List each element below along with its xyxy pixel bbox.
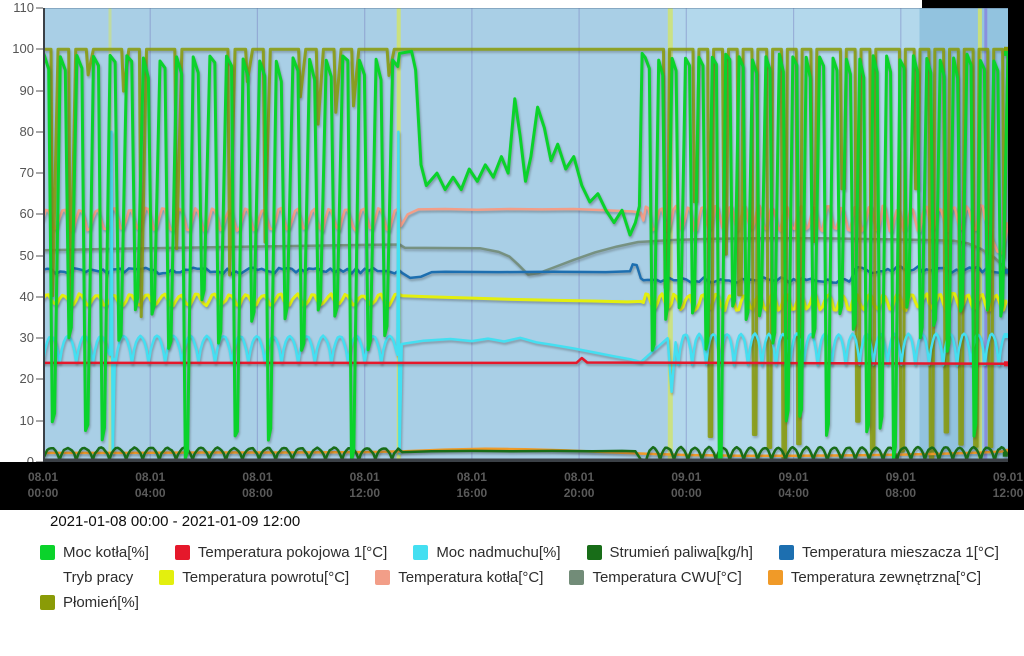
legend-item-strumien-paliwa[interactable]: Strumień paliwa[kg/h] <box>586 544 753 561</box>
y-axis-tick <box>36 130 43 133</box>
legend-swatch-temp-kotla <box>375 570 391 585</box>
legend-label: Moc nadmuchu[%] <box>436 544 561 561</box>
page-background-bottom <box>0 462 1024 510</box>
y-axis-label: 50 <box>19 247 34 263</box>
series-moc-kotla <box>43 49 1008 462</box>
legend-label: Tryb pracy <box>63 569 134 586</box>
legend-row: Tryb pracy Temperatura powrotu[°C] Tempera… <box>40 569 1000 586</box>
y-axis-label: 40 <box>19 288 34 304</box>
y-axis-label: 100 <box>12 41 34 57</box>
legend-swatch-strumien-paliwa <box>586 545 602 560</box>
legend-label: Moc kotła[%] <box>63 544 149 561</box>
series-endpoint <box>1004 50 1008 56</box>
series-plomien <box>43 46 1008 462</box>
legend-label: Temperatura pokojowa 1[°C] <box>197 544 388 561</box>
y-axis-tick <box>36 378 43 381</box>
y-axis-label: 70 <box>19 165 34 181</box>
legend-swatch-temp-mieszacza-1 <box>778 545 794 560</box>
legend-swatch-temp-pokojowa-1 <box>174 545 190 560</box>
chart-plot-area[interactable] <box>43 8 1008 462</box>
legend-item-moc-nadmuchu[interactable]: Moc nadmuchu[%] <box>413 544 561 561</box>
page-background-right <box>1008 0 1024 462</box>
date-range-label: 2021-01-08 00:00 - 2021-01-09 12:00 <box>50 513 301 530</box>
legend-item-temp-zewnetrzna[interactable]: Temperatura zewnętrzna[°C] <box>767 569 982 586</box>
legend-item-temp-kotla[interactable]: Temperatura kotła[°C] <box>375 569 543 586</box>
legend-item-temp-cwu[interactable]: Temperatura CWU[°C] <box>569 569 742 586</box>
y-axis-label: 0 <box>0 454 34 470</box>
legend-item-plomien[interactable]: Płomień[%] <box>40 594 139 611</box>
y-axis-tick <box>36 89 43 92</box>
y-axis-line <box>43 8 45 462</box>
legend-item-tryb-pracy[interactable]: Tryb pracy <box>40 569 133 586</box>
y-axis-label: 30 <box>19 330 34 346</box>
legend-swatch-plomien <box>40 595 55 610</box>
y-axis-tick <box>36 172 43 175</box>
y-axis-label: 110 <box>13 0 34 15</box>
series-temp-pokojowa-1 <box>43 356 1008 367</box>
x-axis-label: 08.01 16:00 <box>456 470 488 500</box>
y-axis-tick <box>36 295 43 298</box>
x-axis-label: 08.01 12:00 <box>349 470 380 500</box>
legend-row: Płomień[%] <box>40 594 1000 611</box>
x-axis-label: 09.01 08:00 <box>885 470 917 500</box>
legend-swatch-tryb-pracy <box>40 570 55 585</box>
legend-swatch-temp-cwu <box>569 570 585 585</box>
y-axis-tick <box>36 337 43 340</box>
y-axis-label: 90 <box>19 82 34 98</box>
legend-swatch-moc-nadmuchu <box>413 545 429 560</box>
x-axis-line <box>43 458 1008 462</box>
x-axis-label: 09.01 12:00 <box>992 470 1024 500</box>
x-axis-label: 09.01 04:00 <box>778 470 809 500</box>
legend-item-temp-pokojowa-1[interactable]: Temperatura pokojowa 1[°C] <box>174 544 388 561</box>
series-endpoint <box>1003 333 1008 339</box>
y-axis-tick <box>36 48 43 51</box>
legend-item-temp-mieszacza-1[interactable]: Temperatura mieszacza 1[°C] <box>778 544 999 561</box>
legend: Moc kotła[%] Temperatura pokojowa 1[°C] Mo… <box>40 544 1000 619</box>
legend-row: Moc kotła[%] Temperatura pokojowa 1[°C] Mo… <box>40 544 1000 561</box>
legend-swatch-temp-powrotu <box>159 570 175 585</box>
series-endpoint <box>1004 268 1008 274</box>
legend-label: Płomień[%] <box>63 594 139 611</box>
x-axis-label: 08.01 00:00 <box>27 470 59 500</box>
x-axis-label: 08.01 04:00 <box>134 470 166 500</box>
page-background-topright <box>922 0 1024 8</box>
y-axis-tick <box>36 7 43 9</box>
legend-swatch-moc-kotla <box>40 545 55 560</box>
legend-label: Strumień paliwa[kg/h] <box>609 544 753 561</box>
y-axis-tick <box>36 419 43 422</box>
series-endpoint <box>1004 361 1008 367</box>
y-axis-label: 10 <box>19 412 34 428</box>
series-endpoint <box>1001 299 1007 305</box>
plot-top-border <box>43 8 1008 9</box>
y-axis-label: 60 <box>19 206 34 222</box>
series-endpoint <box>1002 451 1008 457</box>
x-axis-label: 08.01 08:00 <box>242 470 273 500</box>
series-endpoint <box>1004 46 1008 52</box>
legend-item-temp-powrotu[interactable]: Temperatura powrotu[°C] <box>159 569 349 586</box>
legend-label: Temperatura mieszacza 1[°C] <box>801 544 999 561</box>
legend-label: Temperatura CWU[°C] <box>592 569 742 586</box>
x-axis-label: 08.01 20:00 <box>563 470 595 500</box>
y-axis-label: 80 <box>19 123 34 139</box>
legend-label: Temperatura kotła[°C] <box>398 569 544 586</box>
legend-label: Temperatura powrotu[°C] <box>182 569 350 586</box>
chart-canvas[interactable] <box>43 8 1008 462</box>
y-axis-label: 20 <box>19 371 34 387</box>
legend-item-moc-kotla[interactable]: Moc kotła[%] <box>40 544 149 561</box>
y-axis-tick <box>36 213 43 216</box>
y-axis-tick <box>36 254 43 257</box>
legend-label: Temperatura zewnętrzna[°C] <box>790 569 982 586</box>
x-axis-label: 09.01 00:00 <box>670 470 702 500</box>
legend-swatch-temp-zewnetrzna <box>767 570 783 585</box>
